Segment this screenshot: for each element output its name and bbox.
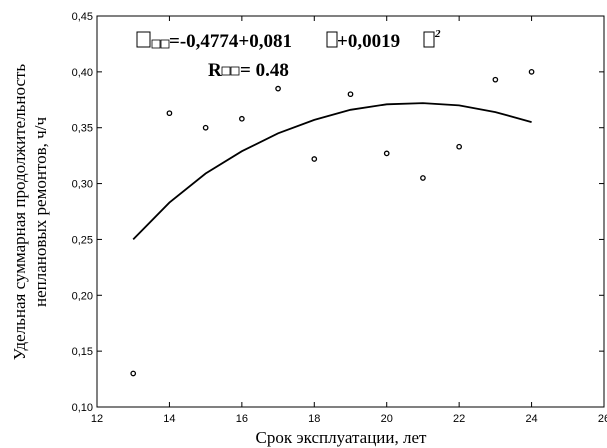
y-tick-label: 0,10 [72,402,93,414]
x-tick-label: 18 [308,413,320,425]
x-tick-label: 20 [381,413,393,425]
y-axis-ticks: 0,10 0,15 0,20 0,25 0,30 0,35 0,40 0,45 [72,11,604,414]
x-tick-label: 12 [91,413,103,425]
data-point [492,76,499,83]
y-tick-label: 0,15 [72,346,93,358]
equation-glyph-box [136,31,151,48]
y-tick-label: 0,30 [72,179,93,191]
x-tick-label: 26 [598,413,607,425]
x-tick-label: 16 [236,413,248,425]
equation-glyph-box [423,31,435,48]
y-axis-title-line1: Удельная суммарная продолжительность [10,64,29,361]
x-tick-label: 22 [453,413,465,425]
y-tick-label: 0,40 [72,67,93,79]
y-axis-title-line2: неплановых ремонтов, ч/ч [31,117,50,307]
x-tick-label: 24 [525,413,537,425]
data-point [166,110,173,117]
data-point [275,85,281,92]
equation-glyph-box [221,66,231,76]
data-point [347,91,354,98]
fit-curve [132,102,532,241]
data-point [420,175,426,181]
r-value: = 0.48 [240,60,289,81]
equation-glyph-box [230,66,240,76]
equation-glyph-box [160,39,170,49]
data-point [202,124,209,131]
data-point [456,143,462,150]
y-tick-label: 0,25 [72,234,93,246]
equation-part-1: =-0,4774+0,081 [169,31,292,52]
r-label: R [208,60,222,81]
x-axis-ticks: 12 14 16 18 20 22 24 26 [91,16,607,425]
data-points [130,69,535,377]
y-tick-label: 0,35 [72,123,93,135]
x-tick-label: 14 [163,413,175,425]
equation-glyph-box [151,39,161,49]
equation-superscript: 2 [434,28,441,40]
equation-glyph-box [326,31,338,48]
regression-equation: =-0,4774+0,081 +0,0019 2 R = 0.48 [136,28,441,81]
data-point [528,69,535,75]
data-point [130,370,137,377]
equation-part-2: +0,0019 [337,31,400,52]
data-point [239,115,245,122]
data-point [383,150,390,157]
plot-frame [96,15,605,408]
y-tick-label: 0,20 [72,290,93,302]
y-tick-label: 0,45 [72,11,93,23]
x-axis-title: Срок эксплуатации, лет [256,428,427,447]
data-point [311,156,318,162]
